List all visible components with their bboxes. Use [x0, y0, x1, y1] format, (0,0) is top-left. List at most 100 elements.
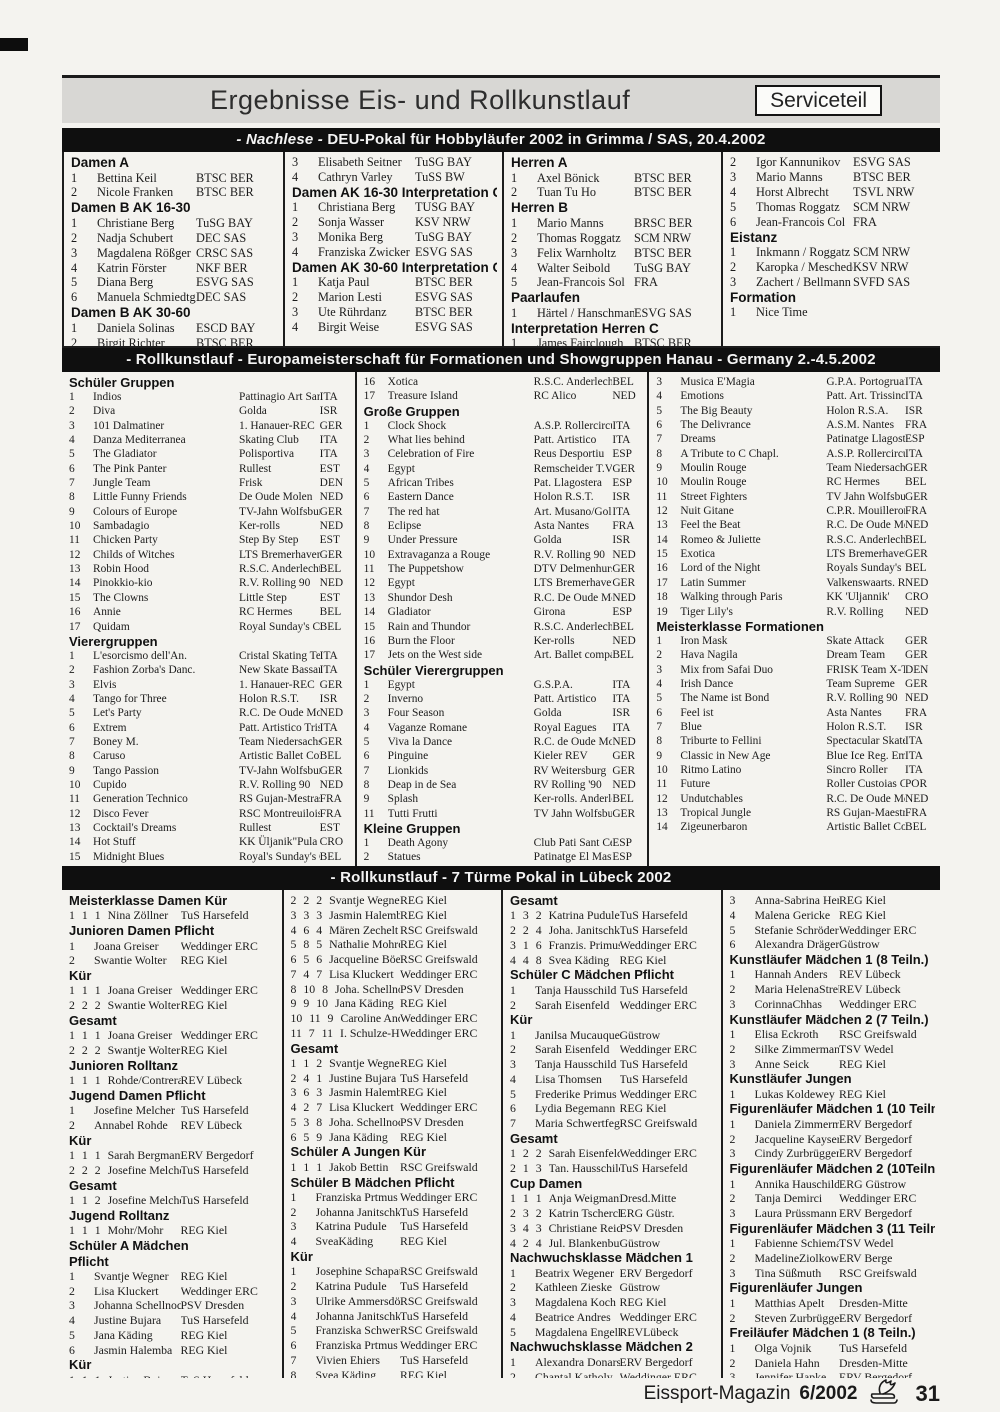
club: R.C. De Oude Molen: [826, 519, 905, 532]
club: Kieler REV: [533, 750, 588, 763]
club: TV Jahn Wolfsburg: [826, 490, 905, 503]
country: NED: [904, 692, 929, 705]
rank: 10: [69, 778, 81, 791]
rank: 2: [729, 1131, 736, 1146]
result-row: 6 Feel ist Asta Nantes FRA: [656, 706, 935, 720]
rank: 4: [292, 320, 299, 335]
club: REG Kiel: [400, 1085, 447, 1100]
rank: 1: [71, 215, 78, 230]
name: Fashion Zorba's Danc.: [93, 664, 196, 677]
name: CorinnaChhas: [754, 996, 823, 1011]
name: Joha. Schellnock: [335, 981, 400, 996]
country: GER: [319, 505, 343, 518]
club: Sincro Roller: [826, 763, 888, 776]
club: LTS Bremerhaven: [239, 548, 320, 561]
result-row: 1 Josephine Schapat RSC Greifswald: [291, 1264, 497, 1279]
category-header: Kür: [290, 1248, 313, 1264]
club: TuS Harsefeld: [619, 908, 688, 923]
rank: 11: [656, 490, 668, 503]
rank: 17: [363, 390, 376, 403]
country: ITA: [319, 448, 338, 461]
rank: 10 11 9: [290, 1011, 334, 1025]
category-header: Jugend Rolltanz: [69, 1208, 170, 1223]
rank: 5: [729, 922, 736, 937]
result-row: 9 Colours of Europe TV-Jahn Wolfsburg GER: [69, 505, 350, 519]
rank: 2: [69, 1283, 75, 1298]
result-row: 8 A Tribute to C Chapl. A.S.P. Rollercircu…: [656, 447, 935, 461]
name: Maria HelenaStrebin: [754, 982, 840, 997]
club: ESCD BAY: [196, 320, 256, 335]
rank: 3: [729, 1265, 736, 1280]
club: Patt. Art. Trissino: [826, 390, 905, 403]
result-row: 2 Jacqueline Kayser ERV Bergedorf: [730, 1132, 936, 1147]
club: Girona: [533, 606, 566, 619]
result-row: 12 Nuit Gitane C.P.R. Mouilleron FRA: [656, 504, 935, 518]
rank: 7: [656, 433, 663, 446]
club: CRSC SAS: [196, 245, 254, 260]
rank: 1 1 1: [69, 1073, 101, 1088]
club: New Skate Bassano: [239, 664, 320, 677]
result-row: 11 The Puppetshow DTV Delmenhurst GER: [364, 562, 643, 576]
club: R.C. De Oude Molen: [239, 707, 320, 720]
name: Vivien Ehiers: [315, 1352, 381, 1367]
category-header: Gesamt: [290, 1040, 339, 1056]
category-header: Schüler C Mädchen Pflicht: [510, 967, 674, 983]
name: Little Funny Friends: [93, 491, 187, 504]
rank: 11 7 11: [290, 1025, 334, 1040]
name: Clock Shock: [387, 419, 447, 432]
result-row: 1 Janilsa Mucauque Güstrow: [510, 1028, 716, 1043]
name: Jasmin Halemba: [329, 1085, 400, 1100]
rank: 1 3 2: [510, 908, 542, 923]
result-row: 9 Tango Passion TV-Jahn Wolfsburg GER: [69, 764, 350, 778]
club: DTV Delmenhurst: [533, 563, 613, 576]
result-row: 12 Egypt LTS Bremerhaven GER: [364, 576, 643, 590]
club: R.S.C. Anderlecht: [533, 376, 613, 388]
club: ESVG SAS: [415, 320, 473, 335]
rank: 5 3 8: [290, 1114, 323, 1129]
rank: 1 1 1: [69, 1223, 101, 1238]
section2-title: - Rollkunstlauf - Europameisterschaft fü…: [126, 351, 876, 368]
name: Justine Bujara: [329, 1070, 397, 1085]
club: TuSG BAY: [634, 260, 691, 275]
name: Sambadagio: [93, 520, 150, 533]
result-row: 1 Axel Bönick BTSC BER: [511, 171, 716, 186]
club: RC Hermes: [239, 606, 293, 619]
name: Jacqueline Kayser: [754, 1131, 840, 1146]
result-row: 1 Clock Shock A.S.P. Rollercircus ITA: [364, 419, 643, 433]
name: Silke Zimmermann: [754, 1041, 840, 1056]
rank: 1: [511, 336, 518, 346]
country: FRA: [904, 419, 928, 432]
name: Katja Paul: [318, 275, 370, 290]
result-row: 2 Tuan Tu Ho BTSC BER: [511, 185, 716, 200]
result-row: 1 Iron Mask Skate Attack GER: [656, 634, 935, 648]
rank: 2: [729, 1250, 736, 1265]
country: ISR: [319, 405, 338, 418]
club: Golda: [239, 405, 267, 418]
club: Weddinger ERC: [839, 996, 917, 1011]
rank: 4: [69, 1313, 75, 1328]
result-row: 7 Boney M. Team NiedersachsenGER: [69, 735, 350, 749]
result-row: 1 Christiane Berg TuSG BAY: [71, 216, 278, 231]
country: ITA: [319, 649, 338, 662]
country: ISR: [904, 404, 923, 417]
result-row: 1 Elisa Eckroth RSC Greifswald: [730, 1027, 936, 1042]
name: Latin Summer: [680, 576, 746, 589]
club: Reus Desportiu: [533, 448, 605, 461]
rank: 3: [510, 1295, 516, 1310]
category-header: Kleine Gruppen: [363, 820, 461, 836]
club: BRSC BER: [634, 215, 693, 230]
club: REG Kiel: [400, 907, 447, 922]
country: NED: [319, 577, 344, 590]
name: Katrin Förster: [97, 260, 167, 275]
club: Art. Ballet company: [533, 649, 613, 662]
club: Weddinger ERC: [619, 1369, 697, 1378]
name: Egypt: [387, 678, 415, 691]
rank: 11: [363, 563, 375, 576]
club: Weddinger ERC: [400, 1189, 478, 1204]
rank: 9: [69, 764, 75, 777]
club: SCM NRW: [634, 230, 692, 245]
result-row: 3 CorinnaChhas Weddinger ERC: [730, 997, 936, 1012]
country: ITA: [319, 721, 338, 734]
